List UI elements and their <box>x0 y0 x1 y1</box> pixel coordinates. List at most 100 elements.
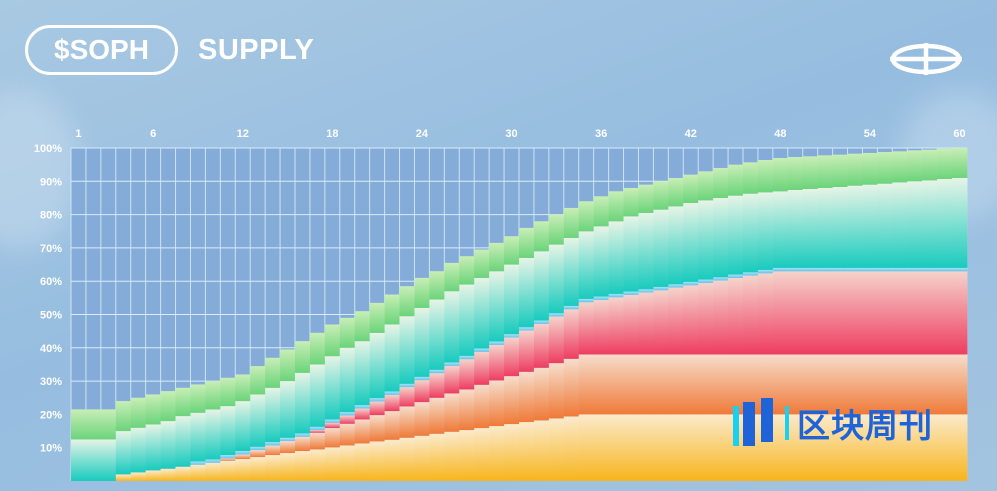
area-segment-series-5-month-58 <box>922 180 938 268</box>
area-segment-series-1-month-55 <box>877 414 893 481</box>
area-segment-series-2-month-21 <box>369 415 385 442</box>
area-segment-series-2-month-26 <box>444 393 460 432</box>
area-segment-series-5-month-40 <box>653 209 669 287</box>
area-segment-series-5-month-34 <box>563 237 580 306</box>
area-segment-series-2-month-45 <box>728 354 744 415</box>
area-segment-series-5-month-15 <box>280 381 296 438</box>
area-segment-series-3-month-60 <box>952 271 968 355</box>
y-tick-label: 70% <box>40 243 62 255</box>
area-segment-series-4-month-45 <box>728 274 744 278</box>
area-segment-series-1-month-59 <box>937 414 953 481</box>
stacked-areas <box>71 148 968 481</box>
area-segment-series-5-month-12 <box>235 401 251 452</box>
area-segment-series-2-month-24 <box>414 402 430 436</box>
area-segment-series-6-month-36 <box>593 196 609 227</box>
area-segment-series-2-month-48 <box>772 354 789 415</box>
area-segment-series-1-month-50 <box>802 414 819 481</box>
area-segment-series-6-month-15 <box>280 349 296 382</box>
area-segment-series-4-month-11 <box>220 455 236 459</box>
y-tick-label: 80% <box>40 210 62 222</box>
area-segment-series-6-month-19 <box>339 317 356 348</box>
area-segment-series-4-month-17 <box>309 426 326 431</box>
area-segment-series-2-month-60 <box>952 354 968 415</box>
watermark-text: 区块周刊 <box>797 406 933 445</box>
area-segment-series-2-month-41 <box>668 354 684 415</box>
area-segment-series-3-month-46 <box>743 275 759 355</box>
area-segment-series-3-month-48 <box>772 271 789 355</box>
area-segment-series-2-month-15 <box>280 441 296 454</box>
sophon-logo-icon <box>890 43 962 75</box>
area-segment-series-2-month-14 <box>265 445 281 456</box>
area-segment-series-2-month-28 <box>474 384 490 429</box>
area-segment-series-4-month-47 <box>757 269 774 274</box>
area-segment-series-3-month-26 <box>444 365 460 394</box>
area-segment-series-6-month-30 <box>504 236 520 265</box>
area-segment-series-1-month-49 <box>787 414 804 481</box>
area-segment-series-1-month-12 <box>235 459 251 481</box>
area-segment-series-3-month-34 <box>563 309 580 359</box>
area-segment-series-4-month-26 <box>444 362 460 366</box>
area-segment-series-5-month-35 <box>578 231 595 299</box>
x-tick-label: 18 <box>326 128 338 140</box>
area-segment-series-2-month-54 <box>862 354 878 415</box>
area-segment-series-4-month-20 <box>354 405 371 409</box>
area-segment-series-4-month-29 <box>489 341 505 345</box>
area-segment-series-6-month-57 <box>907 150 923 182</box>
area-segment-series-5-month-56 <box>892 182 908 268</box>
area-segment-series-5-month-30 <box>504 264 520 335</box>
area-segment-series-3-month-32 <box>533 323 550 368</box>
area-segment-series-1-month-40 <box>653 414 669 481</box>
area-segment-series-5-month-43 <box>698 200 714 280</box>
area-segment-series-5-month-37 <box>608 221 624 294</box>
area-segment-series-1-month-41 <box>668 414 684 481</box>
area-segment-series-2-month-36 <box>593 354 609 415</box>
area-segment-series-4-month-54 <box>862 267 878 272</box>
area-segment-series-3-month-22 <box>384 394 400 412</box>
area-segment-series-1-month-6 <box>145 470 161 481</box>
area-segment-series-6-month-10 <box>205 381 221 410</box>
area-segment-series-6-month-46 <box>743 162 759 194</box>
area-segment-series-3-month-52 <box>832 271 848 355</box>
area-segment-series-3-month-58 <box>922 271 938 355</box>
x-tick-label: 48 <box>774 128 786 140</box>
area-segment-series-2-month-44 <box>713 354 729 415</box>
area-segment-series-2-month-31 <box>519 371 535 423</box>
area-segment-series-1-month-26 <box>444 431 460 481</box>
area-segment-series-6-month-5 <box>130 397 147 428</box>
area-segment-series-2-month-34 <box>563 358 580 417</box>
area-segment-series-6-month-29 <box>489 242 505 272</box>
area-segment-series-3-month-39 <box>638 292 654 355</box>
area-segment-series-5-month-10 <box>205 409 221 460</box>
area-segment-series-6-month-23 <box>399 286 415 317</box>
area-segment-series-6-month-42 <box>683 174 699 203</box>
area-segment-series-4-month-25 <box>429 369 445 374</box>
y-tick-label: 100% <box>34 143 62 155</box>
area-segment-series-4-month-24 <box>414 376 430 381</box>
area-segment-series-5-month-51 <box>817 187 833 268</box>
area-segment-series-4-month-37 <box>608 293 624 298</box>
area-segment-series-6-month-18 <box>324 324 341 357</box>
area-segment-series-3-month-25 <box>429 373 445 398</box>
area-segment-series-6-month-1 <box>71 409 87 440</box>
area-segment-series-2-month-29 <box>489 380 505 427</box>
area-segment-series-4-month-22 <box>384 391 400 395</box>
area-segment-series-6-month-21 <box>369 302 385 333</box>
area-segment-series-1-month-16 <box>295 451 311 481</box>
area-segment-series-4-month-34 <box>563 305 580 310</box>
page-title: SUPPLY <box>198 34 315 66</box>
area-segment-series-5-month-6 <box>145 424 161 471</box>
area-segment-series-1-month-27 <box>459 430 475 481</box>
area-segment-series-2-month-13 <box>250 450 266 458</box>
area-segment-series-4-month-44 <box>713 277 729 281</box>
area-segment-series-1-month-24 <box>414 435 430 481</box>
area-segment-series-3-month-54 <box>862 271 878 355</box>
area-segment-series-5-month-22 <box>384 324 400 392</box>
area-segment-series-4-month-36 <box>593 296 609 300</box>
area-segment-series-2-month-33 <box>548 363 565 419</box>
area-segment-series-2-month-22 <box>384 411 400 440</box>
area-segment-series-3-month-38 <box>623 294 639 355</box>
area-segment-series-2-month-57 <box>907 354 923 415</box>
area-segment-series-5-month-26 <box>444 291 460 363</box>
area-segment-series-1-month-44 <box>713 414 729 481</box>
area-segment-series-1-month-19 <box>339 445 356 481</box>
